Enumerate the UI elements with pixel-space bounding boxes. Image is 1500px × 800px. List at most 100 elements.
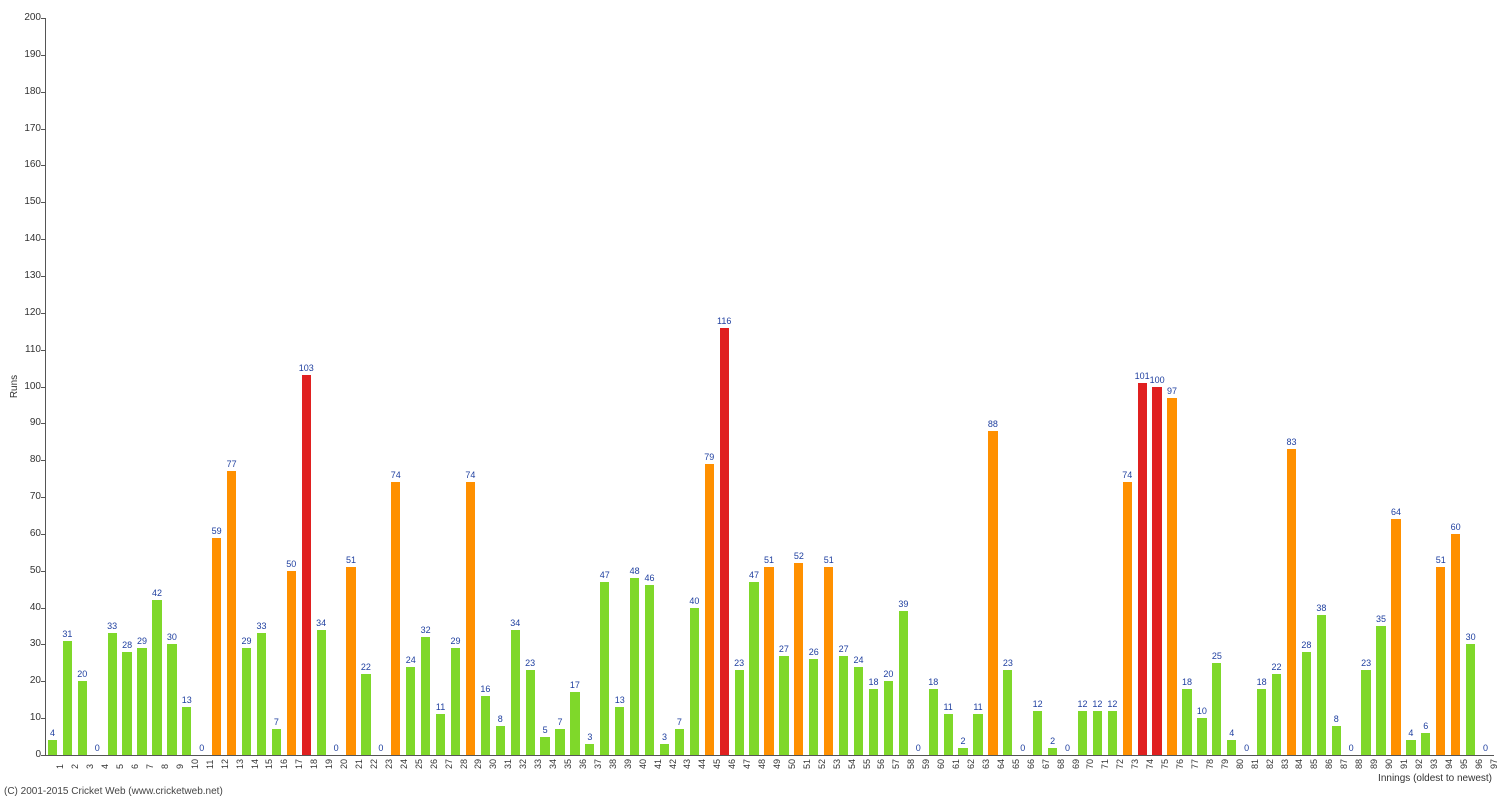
bar-value-label: 11 xyxy=(938,702,958,712)
x-tick-label: 42 xyxy=(668,759,678,769)
bar xyxy=(526,670,535,755)
bar xyxy=(1048,748,1057,755)
bar-value-label: 42 xyxy=(147,588,167,598)
bar xyxy=(630,578,639,755)
bar xyxy=(1406,740,1415,755)
bar-value-label: 7 xyxy=(266,717,286,727)
bar xyxy=(466,482,475,755)
y-tick-label: 50 xyxy=(17,565,41,576)
bar-value-label: 59 xyxy=(207,526,227,536)
x-tick-label: 53 xyxy=(832,759,842,769)
x-tick-label: 17 xyxy=(294,759,304,769)
x-tick-label: 35 xyxy=(563,759,573,769)
bar xyxy=(1093,711,1102,755)
x-tick-label: 49 xyxy=(772,759,782,769)
y-tick xyxy=(41,313,45,314)
x-tick-label: 79 xyxy=(1220,759,1230,769)
bar-value-label: 38 xyxy=(1311,603,1331,613)
y-tick xyxy=(41,681,45,682)
x-tick-label: 66 xyxy=(1026,759,1036,769)
bar xyxy=(824,567,833,755)
y-tick xyxy=(41,276,45,277)
y-tick-label: 100 xyxy=(17,381,41,392)
bar-value-label: 20 xyxy=(72,669,92,679)
bar-value-label: 30 xyxy=(1461,632,1481,642)
bar xyxy=(346,567,355,755)
bar-value-label: 25 xyxy=(1207,651,1227,661)
bar-value-label: 83 xyxy=(1281,437,1301,447)
x-tick-label: 26 xyxy=(429,759,439,769)
x-tick-label: 20 xyxy=(339,759,349,769)
x-tick-label: 96 xyxy=(1474,759,1484,769)
bar-value-label: 27 xyxy=(774,644,794,654)
bar-value-label: 12 xyxy=(1102,699,1122,709)
y-tick xyxy=(41,571,45,572)
bar-value-label: 11 xyxy=(431,702,451,712)
bar xyxy=(1033,711,1042,755)
y-tick-label: 20 xyxy=(17,675,41,686)
x-tick-label: 69 xyxy=(1071,759,1081,769)
bar-value-label: 74 xyxy=(386,470,406,480)
x-tick-label: 80 xyxy=(1235,759,1245,769)
x-tick-label: 65 xyxy=(1011,759,1021,769)
bar-value-label: 35 xyxy=(1371,614,1391,624)
x-tick-label: 60 xyxy=(936,759,946,769)
bar-value-label: 23 xyxy=(520,658,540,668)
bar xyxy=(1332,726,1341,755)
bar xyxy=(272,729,281,755)
bar-value-label: 23 xyxy=(729,658,749,668)
chart-container: 0102030405060708090100110120130140150160… xyxy=(0,0,1500,800)
y-tick xyxy=(41,92,45,93)
bar-value-label: 30 xyxy=(162,632,182,642)
bar-value-label: 10 xyxy=(1192,706,1212,716)
x-tick-label: 37 xyxy=(593,759,603,769)
x-tick-label: 1 xyxy=(55,764,65,769)
bar-value-label: 0 xyxy=(87,743,107,753)
x-tick-label: 18 xyxy=(309,759,319,769)
bar xyxy=(779,656,788,755)
x-tick-label: 16 xyxy=(279,759,289,769)
bar xyxy=(1152,387,1161,756)
x-tick-label: 55 xyxy=(862,759,872,769)
y-tick xyxy=(41,534,45,535)
bar-value-label: 12 xyxy=(1028,699,1048,709)
x-tick-label: 29 xyxy=(473,759,483,769)
y-tick-label: 80 xyxy=(17,454,41,465)
bar xyxy=(1227,740,1236,755)
bar xyxy=(720,328,729,755)
bar-value-label: 32 xyxy=(416,625,436,635)
bar-value-label: 34 xyxy=(505,618,525,628)
x-tick-label: 64 xyxy=(996,759,1006,769)
bar-value-label: 0 xyxy=(908,743,928,753)
bar xyxy=(137,648,146,755)
y-tick-label: 40 xyxy=(17,602,41,613)
bar xyxy=(1421,733,1430,755)
x-tick-label: 44 xyxy=(697,759,707,769)
bar-value-label: 4 xyxy=(1222,728,1242,738)
y-tick-label: 120 xyxy=(17,307,41,318)
y-tick-label: 190 xyxy=(17,49,41,60)
bar-value-label: 29 xyxy=(132,636,152,646)
bar xyxy=(839,656,848,755)
y-tick xyxy=(41,497,45,498)
bar-value-label: 24 xyxy=(849,655,869,665)
bar-value-label: 47 xyxy=(744,570,764,580)
y-tick-label: 30 xyxy=(17,638,41,649)
x-tick-label: 73 xyxy=(1130,759,1140,769)
bar-value-label: 39 xyxy=(893,599,913,609)
bar xyxy=(899,611,908,755)
x-tick-label: 21 xyxy=(354,759,364,769)
bar-value-label: 18 xyxy=(1252,677,1272,687)
x-tick-label: 76 xyxy=(1175,759,1185,769)
bar-value-label: 74 xyxy=(1117,470,1137,480)
bar xyxy=(302,375,311,755)
x-tick-label: 86 xyxy=(1324,759,1334,769)
bar xyxy=(227,471,236,755)
bar-value-label: 16 xyxy=(475,684,495,694)
bar xyxy=(645,585,654,755)
bar-value-label: 33 xyxy=(251,621,271,631)
bar xyxy=(436,714,445,755)
bar-value-label: 0 xyxy=(192,743,212,753)
x-tick-label: 33 xyxy=(533,759,543,769)
x-tick-label: 61 xyxy=(951,759,961,769)
